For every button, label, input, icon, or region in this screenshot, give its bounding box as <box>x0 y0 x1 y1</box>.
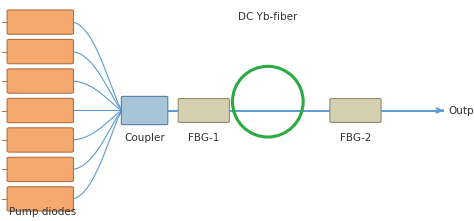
FancyBboxPatch shape <box>121 96 168 125</box>
FancyBboxPatch shape <box>330 99 381 122</box>
FancyBboxPatch shape <box>7 69 73 93</box>
FancyBboxPatch shape <box>178 99 229 122</box>
FancyBboxPatch shape <box>7 128 73 152</box>
FancyBboxPatch shape <box>7 39 73 64</box>
Text: Coupler: Coupler <box>124 133 165 143</box>
Text: DC Yb-fiber: DC Yb-fiber <box>238 12 298 22</box>
Text: FBG-2: FBG-2 <box>340 133 371 143</box>
FancyBboxPatch shape <box>7 10 73 34</box>
Text: Pump diodes: Pump diodes <box>9 207 77 217</box>
FancyBboxPatch shape <box>7 187 73 211</box>
FancyBboxPatch shape <box>7 157 73 182</box>
FancyBboxPatch shape <box>7 98 73 123</box>
Text: Output: Output <box>448 105 474 116</box>
Text: FBG-1: FBG-1 <box>188 133 219 143</box>
